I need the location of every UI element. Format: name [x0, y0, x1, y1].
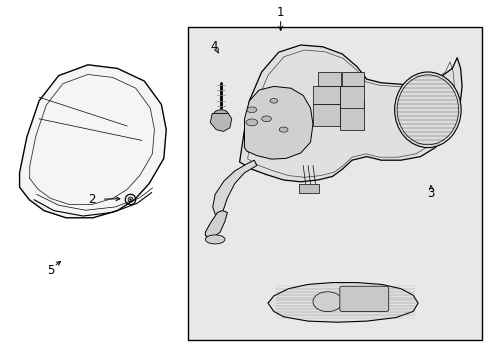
Bar [342, 72, 364, 86]
Ellipse shape [246, 107, 256, 113]
Bar [339, 86, 364, 108]
Text: 3: 3 [427, 187, 434, 200]
Ellipse shape [261, 116, 271, 122]
Ellipse shape [394, 72, 460, 148]
Ellipse shape [269, 99, 277, 103]
Bar [339, 101, 364, 130]
Text: 4: 4 [210, 40, 218, 53]
Ellipse shape [312, 292, 342, 312]
Bar [299, 184, 318, 193]
Polygon shape [239, 45, 461, 182]
Ellipse shape [279, 127, 287, 132]
Ellipse shape [245, 119, 257, 126]
Polygon shape [20, 65, 166, 218]
Polygon shape [205, 211, 227, 238]
Bar [312, 104, 339, 126]
Text: 2: 2 [88, 193, 96, 206]
Polygon shape [244, 86, 312, 159]
Polygon shape [210, 113, 231, 131]
FancyBboxPatch shape [339, 286, 388, 311]
Text: 5: 5 [47, 264, 55, 277]
Text: 1: 1 [276, 6, 284, 19]
Bar [317, 72, 341, 86]
Bar [312, 86, 339, 104]
Ellipse shape [214, 110, 227, 117]
Polygon shape [212, 160, 256, 214]
Bar [188, 27, 481, 340]
Ellipse shape [205, 235, 224, 244]
Polygon shape [267, 283, 417, 322]
